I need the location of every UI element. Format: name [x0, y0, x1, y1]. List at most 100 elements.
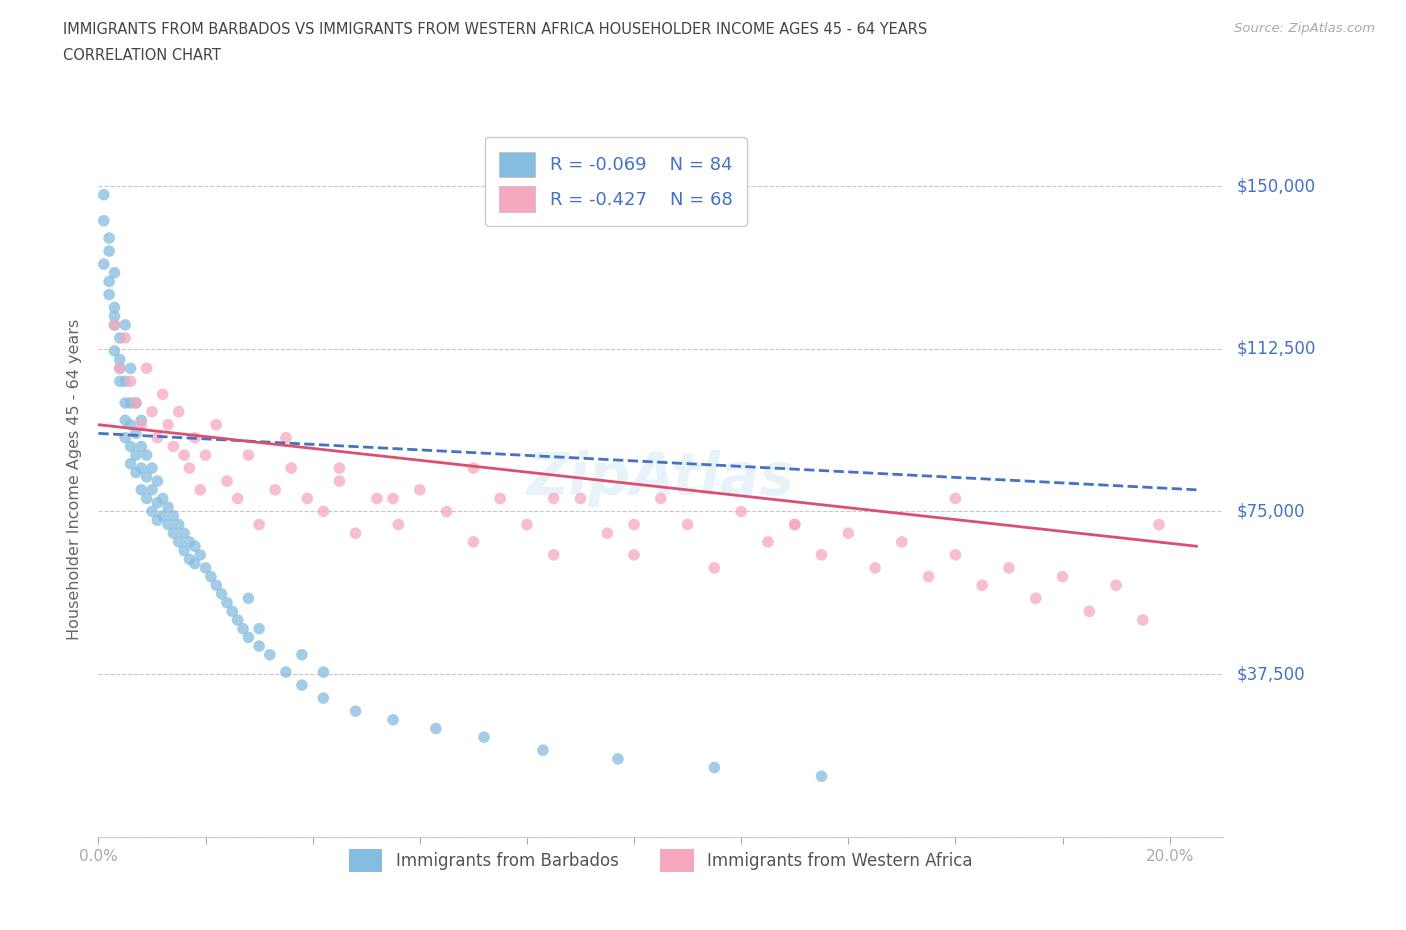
Point — [215, 595, 238, 610]
Point — [312, 665, 335, 680]
Point — [188, 548, 211, 563]
Point — [141, 504, 163, 519]
Point — [135, 470, 157, 485]
Point — [247, 639, 270, 654]
Text: $150,000: $150,000 — [1237, 177, 1316, 195]
Point — [676, 517, 699, 532]
Point — [98, 231, 121, 246]
Point — [114, 317, 136, 332]
Point — [114, 395, 136, 410]
Point — [291, 678, 314, 693]
Point — [103, 343, 125, 358]
Y-axis label: Householder Income Ages 45 - 64 years: Householder Income Ages 45 - 64 years — [67, 318, 83, 640]
Point — [623, 548, 645, 563]
Point — [162, 525, 184, 540]
Text: Source: ZipAtlas.com: Source: ZipAtlas.com — [1234, 22, 1375, 35]
Point — [232, 621, 254, 636]
Point — [215, 473, 238, 488]
Point — [998, 561, 1021, 576]
Point — [129, 418, 152, 432]
Point — [141, 460, 163, 475]
Point — [837, 525, 859, 540]
Point — [531, 743, 554, 758]
Point — [129, 413, 152, 428]
Point — [945, 491, 967, 506]
Point — [890, 535, 912, 550]
Point — [238, 591, 260, 605]
Point — [179, 535, 201, 550]
Point — [489, 491, 512, 506]
Point — [125, 426, 148, 441]
Point — [387, 517, 409, 532]
Point — [173, 447, 195, 462]
Point — [274, 431, 297, 445]
Point — [194, 447, 217, 462]
Point — [157, 418, 180, 432]
Point — [125, 395, 148, 410]
Point — [114, 431, 136, 445]
Point — [108, 361, 131, 376]
Point — [120, 457, 142, 472]
Point — [623, 517, 645, 532]
Point — [783, 517, 806, 532]
Legend: Immigrants from Barbados, Immigrants from Western Africa: Immigrants from Barbados, Immigrants fro… — [343, 842, 979, 879]
Text: $75,000: $75,000 — [1237, 502, 1306, 521]
Point — [344, 704, 367, 719]
Point — [312, 691, 335, 706]
Point — [152, 387, 174, 402]
Point — [103, 317, 125, 332]
Point — [173, 543, 195, 558]
Point — [274, 665, 297, 680]
Point — [103, 317, 125, 332]
Point — [247, 621, 270, 636]
Point — [238, 630, 260, 644]
Point — [135, 361, 157, 376]
Point — [917, 569, 939, 584]
Point — [783, 517, 806, 532]
Point — [1078, 604, 1101, 618]
Point — [162, 509, 184, 524]
Point — [194, 561, 217, 576]
Point — [756, 535, 779, 550]
Point — [152, 509, 174, 524]
Point — [328, 460, 350, 475]
Point — [120, 439, 142, 454]
Point — [108, 374, 131, 389]
Point — [516, 517, 538, 532]
Point — [184, 431, 207, 445]
Point — [730, 504, 752, 519]
Point — [703, 760, 725, 775]
Point — [205, 578, 228, 592]
Point — [103, 300, 125, 315]
Point — [135, 491, 157, 506]
Point — [463, 535, 485, 550]
Point — [188, 483, 211, 498]
Point — [596, 525, 619, 540]
Point — [108, 352, 131, 367]
Text: IMMIGRANTS FROM BARBADOS VS IMMIGRANTS FROM WESTERN AFRICA HOUSEHOLDER INCOME AG: IMMIGRANTS FROM BARBADOS VS IMMIGRANTS F… — [63, 22, 928, 37]
Point — [146, 431, 169, 445]
Point — [945, 548, 967, 563]
Point — [382, 712, 405, 727]
Point — [543, 491, 565, 506]
Point — [259, 647, 281, 662]
Point — [312, 504, 335, 519]
Point — [1105, 578, 1128, 592]
Point — [167, 535, 190, 550]
Point — [184, 556, 207, 571]
Point — [247, 517, 270, 532]
Point — [569, 491, 592, 506]
Point — [463, 460, 485, 475]
Point — [1147, 517, 1170, 532]
Point — [157, 517, 180, 532]
Point — [98, 274, 121, 289]
Point — [103, 309, 125, 324]
Point — [173, 525, 195, 540]
Point — [1052, 569, 1074, 584]
Point — [472, 730, 495, 745]
Point — [146, 496, 169, 511]
Point — [129, 483, 152, 498]
Point — [103, 265, 125, 280]
Point — [120, 374, 142, 389]
Point — [179, 551, 201, 566]
